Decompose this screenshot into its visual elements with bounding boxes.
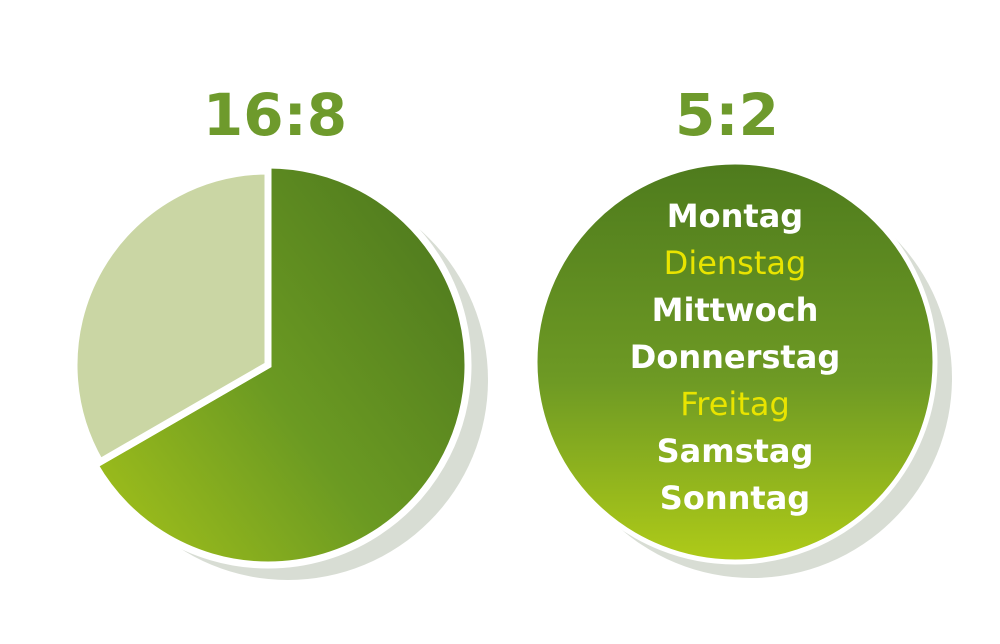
pie-slice (70, 167, 272, 467)
day-label: Dienstag (664, 244, 807, 282)
day-label: Mittwoch (652, 291, 819, 329)
pie (70, 161, 472, 569)
title: 16:8 (203, 81, 347, 149)
week-circle (532, 159, 938, 565)
day-label: Sonntag (660, 479, 810, 517)
day-label: Donnerstag (630, 338, 840, 376)
day-label: Montag (667, 197, 803, 235)
pie-slice (90, 161, 472, 569)
day-label: Samstag (657, 432, 814, 470)
title: 5:2 (675, 81, 779, 149)
day-list: Montag Dienstag Mittwoch Donnerstag Freitag S… (630, 197, 840, 517)
day-label: Freitag (680, 385, 790, 423)
